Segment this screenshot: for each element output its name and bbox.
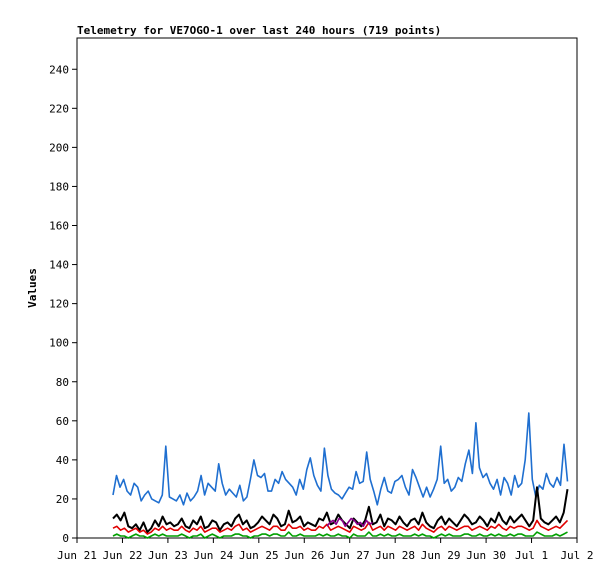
y-tick-label: 20 [56,493,69,506]
series-line-0 [112,412,569,506]
y-tick-label: 180 [49,180,69,193]
x-tick-label: Jun 23 [148,549,188,562]
x-axis: Jun 21 Jun 22 Jun 23 Jun 24 Jun 25 Jun 26 Jun … [57,538,594,562]
plot-frame [76,37,578,539]
y-axis: 0 20 40 60 80 100 120 140 160 180 200 220 240 [49,63,77,545]
series-line-1 [112,486,569,534]
chart-title: Telemetry for VE7OGO-1 over last 240 hou… [77,24,441,37]
series-line-3 [112,531,568,539]
series-layer [112,412,569,539]
y-tick-label: 40 [56,454,69,467]
x-tick-label: Jun 27 [330,549,370,562]
y-axis-title: Values [26,268,39,308]
y-tick-label: 200 [49,141,69,154]
x-tick-label: Jul 2 [560,549,593,562]
x-tick-label: Jun 22 [103,549,143,562]
x-tick-label: Jun 29 [421,549,461,562]
x-tick-label: Jun 30 [466,549,506,562]
x-tick-label: Jun 25 [239,549,279,562]
y-tick-label: 100 [49,337,69,350]
y-tick-label: 120 [49,298,69,311]
y-tick-label: 140 [49,259,69,272]
x-tick-label: Jun 26 [284,549,324,562]
y-tick-label: 0 [62,532,69,545]
y-tick-label: 60 [56,415,69,428]
y-tick-label: 80 [56,376,69,389]
x-tick-label: Jun 21 [57,549,97,562]
x-tick-label: Jun 24 [193,549,233,562]
x-tick-label: Jun 28 [375,549,415,562]
y-tick-label: 160 [49,220,69,233]
x-tick-label: Jul 1 [515,549,548,562]
y-tick-label: 240 [49,63,69,76]
series-line-4 [326,517,373,528]
y-tick-label: 220 [49,102,69,115]
series-line-2 [112,519,569,535]
